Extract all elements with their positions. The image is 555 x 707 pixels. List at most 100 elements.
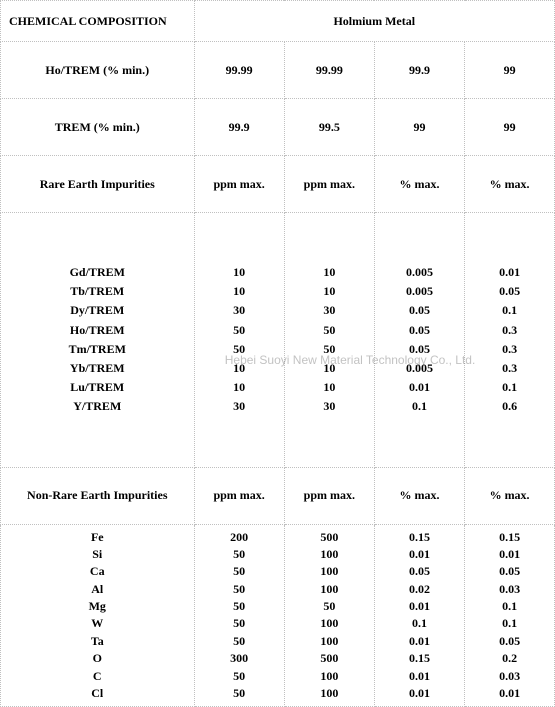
nonre-col: 50010010010050100100500100100 xyxy=(284,524,374,707)
impurity-value: 0.1 xyxy=(471,301,548,320)
impurity-value: 0.15 xyxy=(381,650,458,667)
unit: ppm max. xyxy=(194,467,284,524)
impurity-value: 100 xyxy=(291,685,368,702)
impurity-label: Si xyxy=(7,546,188,563)
impurity-value: 30 xyxy=(201,301,278,320)
impurity-value: 0.05 xyxy=(471,282,548,301)
unit: ppm max. xyxy=(194,156,284,213)
impurity-value: 10 xyxy=(291,263,368,282)
impurity-value: 50 xyxy=(201,581,278,598)
impurity-label: Fe xyxy=(7,529,188,546)
impurity-label: Ho/TREM xyxy=(7,321,188,340)
impurity-label: Ca xyxy=(7,563,188,580)
impurity-value: 0.3 xyxy=(471,359,548,378)
row-ho-trem: Ho/TREM (% min.) 99.99 99.99 99.9 99 xyxy=(1,42,555,99)
impurity-label: Cl xyxy=(7,685,188,702)
impurity-label: Y/TREM xyxy=(7,397,188,416)
re-col: 0.0050.0050.050.050.050.0050.010.1 xyxy=(374,213,464,468)
impurity-value: 0.3 xyxy=(471,340,548,359)
impurity-value: 50 xyxy=(201,563,278,580)
impurity-value: 50 xyxy=(201,685,278,702)
impurity-value: 0.01 xyxy=(471,546,548,563)
impurity-value: 100 xyxy=(291,615,368,632)
row-nonre-header: Non-Rare Earth Impurities ppm max. ppm m… xyxy=(1,467,555,524)
impurity-value: 10 xyxy=(201,359,278,378)
impurity-value: 10 xyxy=(291,359,368,378)
impurity-value: 100 xyxy=(291,668,368,685)
impurity-value: 0.05 xyxy=(381,340,458,359)
unit: % max. xyxy=(374,467,464,524)
impurity-value: 0.05 xyxy=(381,321,458,340)
cell: 99 xyxy=(465,99,555,156)
impurity-value: 0.005 xyxy=(381,359,458,378)
impurity-value: 0.01 xyxy=(381,598,458,615)
impurity-value: 100 xyxy=(291,581,368,598)
impurity-label: Lu/TREM xyxy=(7,378,188,397)
re-section-label: Rare Earth Impurities xyxy=(1,156,195,213)
unit: % max. xyxy=(374,156,464,213)
impurity-value: 50 xyxy=(291,598,368,615)
impurity-value: 10 xyxy=(291,282,368,301)
impurity-value: 50 xyxy=(291,340,368,359)
cell: 99.99 xyxy=(284,42,374,99)
impurity-label: Ta xyxy=(7,633,188,650)
row-label: TREM (% min.) xyxy=(1,99,195,156)
cell: 99 xyxy=(374,99,464,156)
impurity-value: 10 xyxy=(201,378,278,397)
impurity-label: Tb/TREM xyxy=(7,282,188,301)
impurity-value: 0.03 xyxy=(471,668,548,685)
row-nonre-impurities: FeSiCaAlMgWTaOCCl 2005050505050503005050… xyxy=(1,524,555,707)
impurity-label: Gd/TREM xyxy=(7,263,188,282)
impurity-value: 0.005 xyxy=(381,263,458,282)
re-labels: Gd/TREMTb/TREMDy/TREMHo/TREMTm/TREMYb/TR… xyxy=(1,213,195,468)
impurity-value: 30 xyxy=(201,397,278,416)
re-col: Hebei Suoyi New Material Technology Co.,… xyxy=(284,213,374,468)
impurity-value: 100 xyxy=(291,563,368,580)
impurity-value: 0.15 xyxy=(471,529,548,546)
nonre-labels: FeSiCaAlMgWTaOCCl xyxy=(1,524,195,707)
row-re-impurities: Gd/TREMTb/TREMDy/TREMHo/TREMTm/TREMYb/TR… xyxy=(1,213,555,468)
impurity-value: 50 xyxy=(201,546,278,563)
impurity-value: 50 xyxy=(201,615,278,632)
impurity-value: 0.01 xyxy=(471,263,548,282)
impurity-label: Mg xyxy=(7,598,188,615)
impurity-value: 0.05 xyxy=(471,563,548,580)
cell: 99.9 xyxy=(194,99,284,156)
impurity-label: O xyxy=(7,650,188,667)
impurity-value: 0.1 xyxy=(471,378,548,397)
impurity-value: 500 xyxy=(291,650,368,667)
impurity-value: 0.2 xyxy=(471,650,548,667)
impurity-value: 0.05 xyxy=(381,563,458,580)
impurity-value: 0.01 xyxy=(381,546,458,563)
impurity-label: C xyxy=(7,668,188,685)
impurity-value: 500 xyxy=(291,529,368,546)
cell: 99.5 xyxy=(284,99,374,156)
re-col: 0.010.050.10.30.30.30.10.6 xyxy=(465,213,555,468)
nonre-col: 0.150.010.050.020.010.10.010.150.010.01 xyxy=(374,524,464,707)
impurity-value: 50 xyxy=(201,598,278,615)
impurity-value: 300 xyxy=(201,650,278,667)
impurity-value: 0.01 xyxy=(381,685,458,702)
impurity-value: 100 xyxy=(291,633,368,650)
unit: % max. xyxy=(465,467,555,524)
composition-table: CHEMICAL COMPOSITION Holmium Metal Ho/TR… xyxy=(0,0,555,707)
impurity-value: 0.1 xyxy=(471,615,548,632)
impurity-value: 0.01 xyxy=(471,685,548,702)
impurity-value: 0.01 xyxy=(381,633,458,650)
header-left: CHEMICAL COMPOSITION xyxy=(1,1,195,42)
header-right: Holmium Metal xyxy=(194,1,554,42)
unit: ppm max. xyxy=(284,467,374,524)
cell: 99 xyxy=(465,42,555,99)
impurity-value: 0.02 xyxy=(381,581,458,598)
impurity-value: 0.1 xyxy=(381,615,458,632)
impurity-value: 30 xyxy=(291,301,368,320)
impurity-value: 0.1 xyxy=(381,397,458,416)
row-label: Ho/TREM (% min.) xyxy=(1,42,195,99)
impurity-value: 10 xyxy=(201,263,278,282)
impurity-value: 10 xyxy=(291,378,368,397)
impurity-value: 0.6 xyxy=(471,397,548,416)
re-col: 1010305050101030 xyxy=(194,213,284,468)
impurity-value: 50 xyxy=(201,668,278,685)
impurity-value: 10 xyxy=(201,282,278,301)
impurity-value: 100 xyxy=(291,546,368,563)
